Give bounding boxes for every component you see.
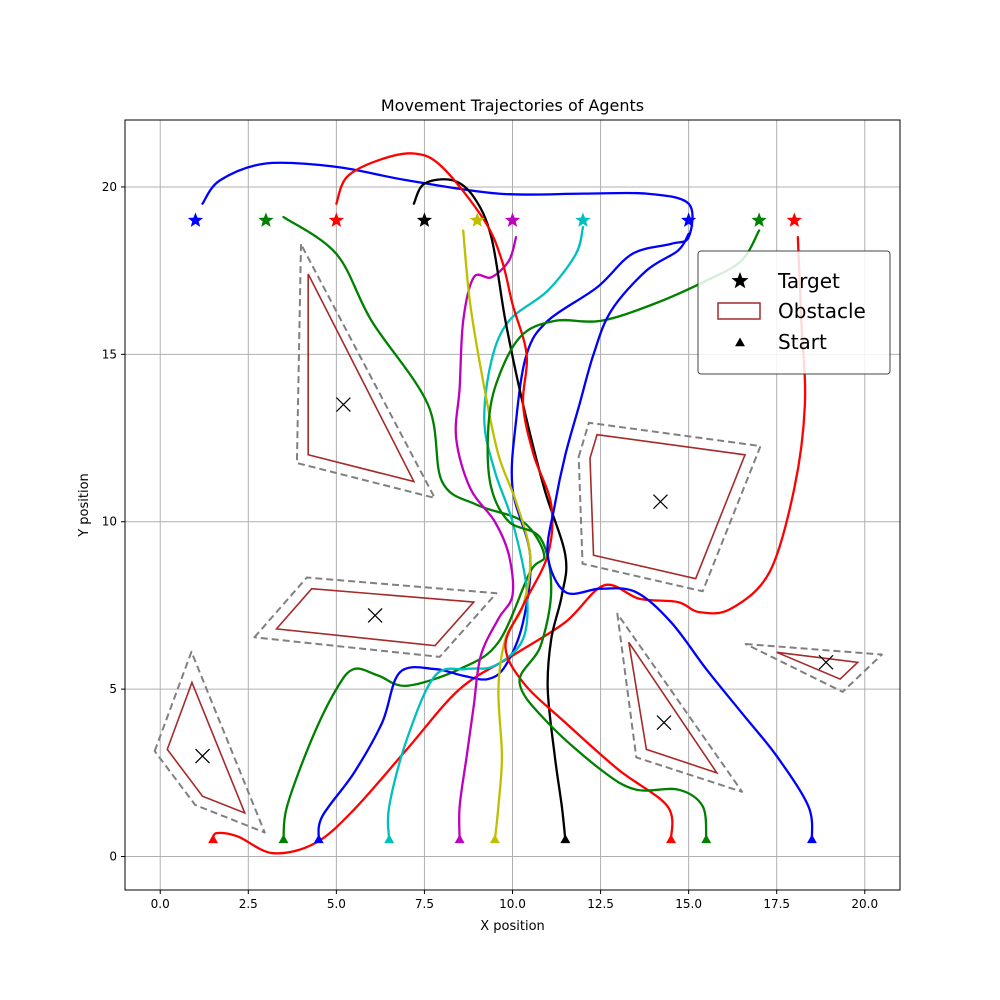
legend: Target Obstacle Start <box>697 250 891 375</box>
x-tick-label: 20.0 <box>851 897 878 911</box>
y-tick-label: 0 <box>109 850 117 864</box>
agent-start-marker <box>384 834 395 844</box>
obstacle-center-marker <box>195 748 210 764</box>
agent-start-marker <box>454 834 465 844</box>
legend-label-obstacle: Obstacle <box>778 299 866 323</box>
obstacle-buffer <box>577 421 762 593</box>
agent-start-marker <box>560 834 571 844</box>
y-axis-label: Y position <box>77 473 92 538</box>
agent-target-marker <box>681 212 697 227</box>
x-tick-label: 5.0 <box>327 897 346 911</box>
agent-trajectory <box>412 178 568 841</box>
y-tick-label: 5 <box>109 682 117 696</box>
agent-target-marker <box>575 212 591 227</box>
obstacle-center-marker <box>653 494 668 510</box>
x-tick-label: 17.5 <box>763 897 790 911</box>
obstacle-center-marker <box>335 397 351 412</box>
agent-start-marker <box>278 834 289 844</box>
agent-trajectory <box>454 236 518 841</box>
agent-start-marker <box>208 834 219 844</box>
obstacle-center-marker <box>367 608 383 623</box>
grid-layer <box>125 120 900 890</box>
marker-layer <box>187 212 817 844</box>
obstacle-center-marker <box>656 715 672 731</box>
x-tick-label: 7.5 <box>415 897 434 911</box>
agent-target-marker <box>751 212 767 227</box>
legend-box <box>697 250 891 375</box>
agent-target-marker <box>786 212 802 227</box>
legend-star-marker <box>731 272 749 289</box>
x-tick-label: 10.0 <box>499 897 526 911</box>
agent-start-marker <box>806 834 817 844</box>
agent-target-marker <box>328 212 344 227</box>
legend-label-start: Start <box>778 330 827 354</box>
obstacle <box>776 651 860 681</box>
agent-start-marker <box>313 834 324 844</box>
obstacle-center-marker <box>818 654 834 670</box>
x-tick-label: 12.5 <box>587 897 614 911</box>
agent-target-marker <box>187 212 204 227</box>
y-tick-label: 20 <box>102 180 117 194</box>
agent-trajectory <box>211 236 807 855</box>
agent-start-marker <box>701 834 712 844</box>
trajectory-layer <box>201 152 814 855</box>
tick-layer: 0.0 2.5 5.0 7.5 10.0 12.5 15.0 17.5 20.0 0 5 10 15 20 <box>102 180 878 911</box>
obstacle-layer <box>153 243 883 834</box>
agent-trajectory <box>386 225 585 841</box>
x-tick-label: 0.0 <box>151 897 170 911</box>
chart-title: Movement Trajectories of Agents <box>381 96 644 115</box>
agent-target-marker <box>416 212 433 227</box>
agent-target-marker <box>469 212 485 227</box>
agent-target-marker <box>504 212 521 227</box>
obstacle <box>627 641 719 775</box>
x-tick-label: 2.5 <box>239 897 258 911</box>
x-tick-label: 15.0 <box>675 897 702 911</box>
obstacle <box>589 433 747 580</box>
obstacle-buffer <box>744 643 883 693</box>
agent-target-marker <box>258 212 274 227</box>
agent-trajectory <box>546 232 814 841</box>
obstacle-buffer <box>253 576 498 658</box>
legend-obstacle-marker <box>717 302 761 320</box>
obstacle <box>307 273 416 483</box>
agent-trajectory <box>335 152 674 841</box>
x-axis-label: X position <box>480 919 545 934</box>
obstacle <box>274 587 476 647</box>
agent-trajectory <box>486 229 761 841</box>
agent-trajectory <box>201 161 694 841</box>
legend-start-marker <box>735 337 745 347</box>
obstacle-buffer <box>295 243 436 499</box>
agent-trajectory <box>282 215 546 841</box>
y-tick-label: 15 <box>102 347 117 361</box>
agent-trajectory <box>462 229 532 841</box>
y-tick-label: 10 <box>102 515 117 529</box>
obstacle-buffer <box>153 650 266 834</box>
agent-start-marker <box>489 834 500 844</box>
agent-start-marker <box>666 834 676 844</box>
obstacle-buffer <box>616 612 744 793</box>
legend-label-target: Target <box>777 269 840 293</box>
obstacle <box>166 680 247 815</box>
